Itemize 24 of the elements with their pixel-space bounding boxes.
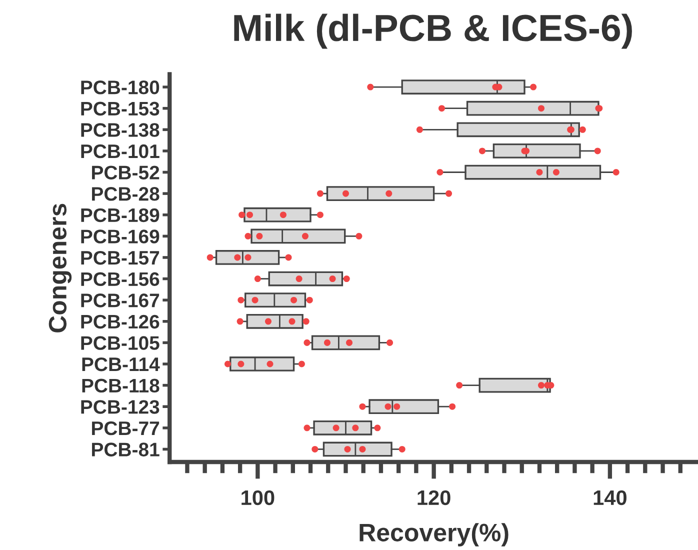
x-tick-label: 100: [242, 490, 274, 506]
chart-title: Milk (dl-PCB & ICES-6): [234, 14, 632, 49]
y-tick-label: PCB-153: [81, 102, 160, 116]
y-tick-label: PCB-101: [81, 144, 160, 158]
y-tick-label: PCB-167: [81, 294, 160, 308]
y-tick-label: PCB-28: [92, 187, 160, 201]
x-tick-label: 120: [418, 490, 450, 506]
y-tick-label: PCB-169: [81, 230, 160, 244]
y-tick-label: PCB-138: [81, 123, 160, 137]
y-tick-label: PCB-123: [81, 400, 160, 414]
y-tick-label: PCB-81: [92, 442, 160, 456]
x-axis-title: Recovery(%): [360, 523, 508, 546]
y-tick-label: PCB-126: [81, 314, 160, 329]
y-tick-label: PCB-52: [92, 166, 160, 180]
y-tick-label: PCB-189: [81, 208, 160, 222]
y-tick-label: PCB-118: [82, 378, 160, 393]
y-tick-label: PCB-105: [81, 336, 160, 350]
y-axis-title: Congeners: [48, 204, 72, 332]
y-tick-label: PCB-77: [92, 421, 160, 436]
x-tick-label: 140: [594, 490, 626, 506]
y-tick-label: PCB-156: [81, 272, 160, 286]
y-tick-label: PCB-114: [82, 357, 160, 372]
y-tick-label: PCB-157: [81, 250, 160, 265]
y-tick-label: PCB-180: [81, 80, 160, 94]
